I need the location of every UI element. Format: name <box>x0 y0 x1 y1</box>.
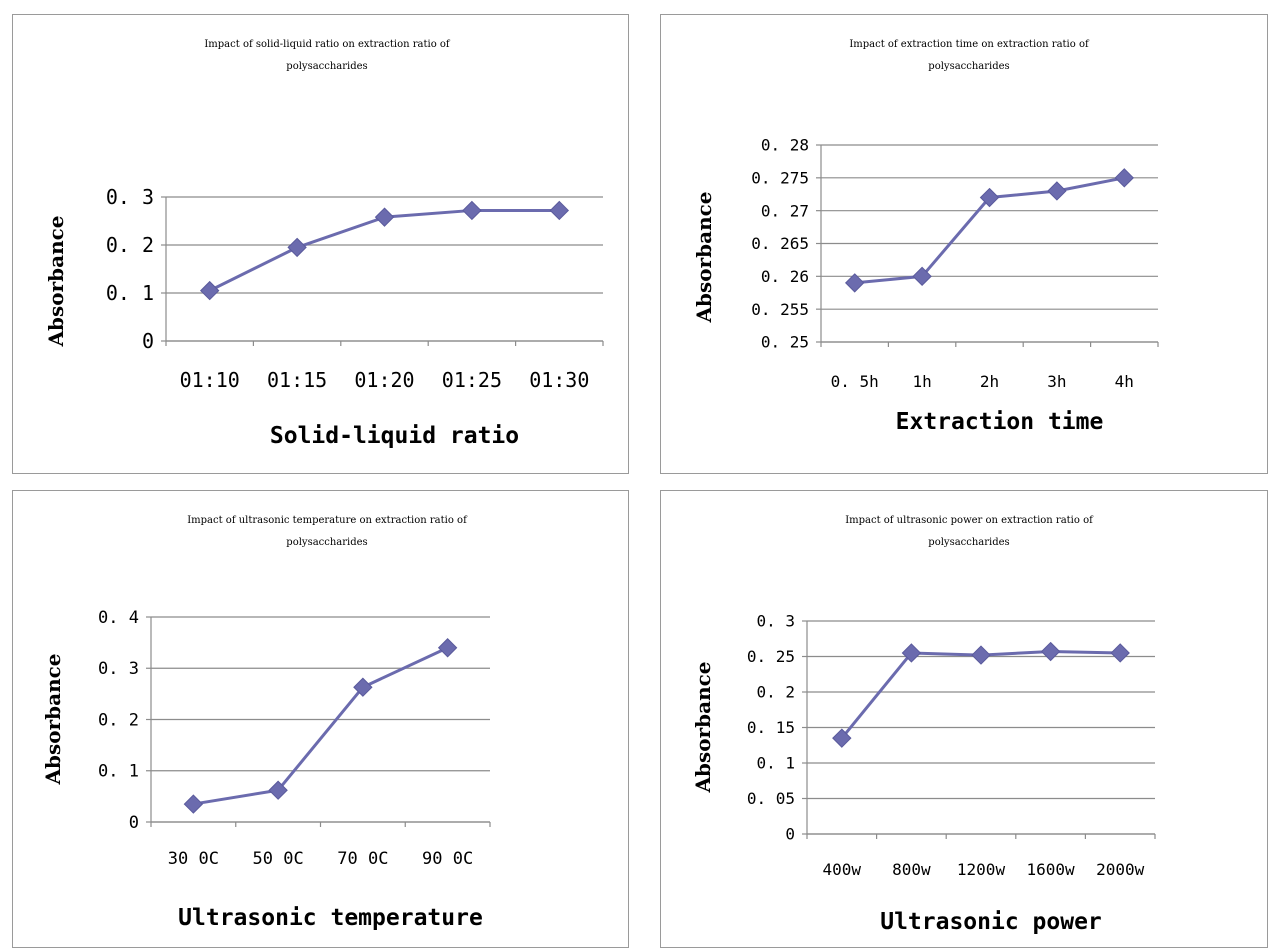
data-point-marker <box>1047 181 1067 201</box>
x-tick-label: 800w <box>892 860 931 879</box>
x-tick-label: 01:25 <box>442 368 502 392</box>
chart-title-line: Impact of ultrasonic power on extraction… <box>845 515 1094 526</box>
y-tick-label: 0. 3 <box>106 185 154 209</box>
y-axis-label: Absorbance <box>41 653 65 785</box>
data-point-marker <box>437 638 458 658</box>
x-tick-label: 3h <box>1047 372 1066 391</box>
x-tick-label: 50 0C <box>253 849 304 869</box>
chart-svg: Impact of extraction time on extraction … <box>692 39 1159 435</box>
chart-title-line: Impact of ultrasonic temperature on extr… <box>187 515 468 526</box>
y-tick-label: 0. 3 <box>756 612 795 631</box>
data-point-marker <box>971 645 991 665</box>
y-tick-label: 0. 4 <box>98 608 139 628</box>
y-axis-label: Absorbance <box>44 215 68 347</box>
y-tick-label: 0. 1 <box>756 754 795 773</box>
chart-panel-ultrasonic-temperature: Impact of ultrasonic temperature on extr… <box>12 490 629 948</box>
x-tick-label: 70 0C <box>337 849 388 869</box>
chart-svg: Impact of solid-liquid ratio on extracti… <box>44 39 604 449</box>
data-point-marker <box>353 677 373 697</box>
data-point-marker <box>1114 168 1135 188</box>
data-point-marker <box>979 187 1000 208</box>
x-tick-label: 1600w <box>1027 860 1076 879</box>
y-tick-label: 0. 3 <box>98 659 139 679</box>
y-tick-label: 0. 28 <box>761 136 809 155</box>
data-point-marker <box>832 728 852 748</box>
x-tick-label: 1200w <box>957 860 1006 879</box>
y-tick-label: 0. 25 <box>761 333 809 352</box>
y-tick-label: 0. 15 <box>747 718 795 737</box>
y-tick-label: 0. 25 <box>747 647 795 666</box>
data-point-marker <box>287 237 307 258</box>
data-point-marker <box>549 200 570 221</box>
x-axis-label: Ultrasonic temperature <box>178 905 483 931</box>
chart-panel-solid-liquid-ratio: Impact of solid-liquid ratio on extracti… <box>12 14 629 474</box>
chart-title-line: Impact of extraction time on extraction … <box>849 39 1090 50</box>
y-tick-label: 0 <box>129 813 139 833</box>
data-point-marker <box>1040 641 1061 662</box>
y-tick-label: 0. 05 <box>747 789 795 808</box>
x-tick-label: 30 0C <box>168 849 219 869</box>
x-tick-label: 90 0C <box>422 849 473 869</box>
data-point-marker <box>374 207 395 227</box>
chart-panel-ultrasonic-power: Impact of ultrasonic power on extraction… <box>660 490 1268 948</box>
data-point-marker <box>268 780 288 800</box>
x-tick-label: 01:10 <box>180 368 240 392</box>
x-tick-label: 01:30 <box>529 368 589 392</box>
data-point-marker <box>199 280 220 301</box>
data-point-marker <box>844 273 865 293</box>
chart-title-line: polysaccharides <box>286 537 367 548</box>
y-tick-label: 0. 2 <box>756 683 795 702</box>
chart-svg: Impact of ultrasonic power on extraction… <box>691 515 1156 935</box>
x-axis-label: Ultrasonic power <box>880 909 1102 935</box>
x-tick-label: 01:15 <box>267 368 327 392</box>
chart-title-line: Impact of solid-liquid ratio on extracti… <box>204 39 451 50</box>
x-axis-label: Solid-liquid ratio <box>270 423 519 449</box>
y-tick-label: 0. 27 <box>761 201 809 220</box>
y-tick-label: 0 <box>785 825 795 844</box>
chart-panel-extraction-time: Impact of extraction time on extraction … <box>660 14 1268 474</box>
data-point-marker <box>1110 643 1130 663</box>
y-tick-label: 0 <box>142 329 154 353</box>
y-axis-label: Absorbance <box>691 661 715 793</box>
x-tick-label: 1h <box>912 372 931 391</box>
y-tick-label: 0. 1 <box>98 762 139 782</box>
series-line <box>193 646 449 806</box>
y-tick-label: 0. 2 <box>106 233 154 257</box>
y-tick-label: 0. 2 <box>98 710 139 730</box>
x-axis-label: Extraction time <box>896 409 1104 435</box>
x-tick-label: 4h <box>1115 372 1134 391</box>
x-tick-label: 400w <box>823 860 862 879</box>
chart-title-line: polysaccharides <box>928 537 1009 548</box>
y-tick-label: 0. 275 <box>751 168 809 187</box>
y-tick-label: 0. 265 <box>751 234 809 253</box>
x-tick-label: 2000w <box>1096 860 1145 879</box>
data-point-marker <box>912 266 932 287</box>
y-tick-label: 0. 255 <box>751 300 809 319</box>
x-tick-label: 0. 5h <box>831 372 879 391</box>
y-axis-label: Absorbance <box>692 191 716 323</box>
y-tick-label: 0. 26 <box>761 267 809 286</box>
chart-title-line: polysaccharides <box>928 61 1009 72</box>
chart-svg: Impact of ultrasonic temperature on extr… <box>41 515 491 931</box>
chart-title-line: polysaccharides <box>286 61 367 72</box>
data-point-marker <box>462 200 482 221</box>
x-tick-label: 2h <box>980 372 999 391</box>
data-point-marker <box>901 643 922 663</box>
x-tick-label: 01:20 <box>354 368 414 392</box>
data-point-marker <box>183 794 204 814</box>
y-tick-label: 0. 1 <box>106 281 154 305</box>
